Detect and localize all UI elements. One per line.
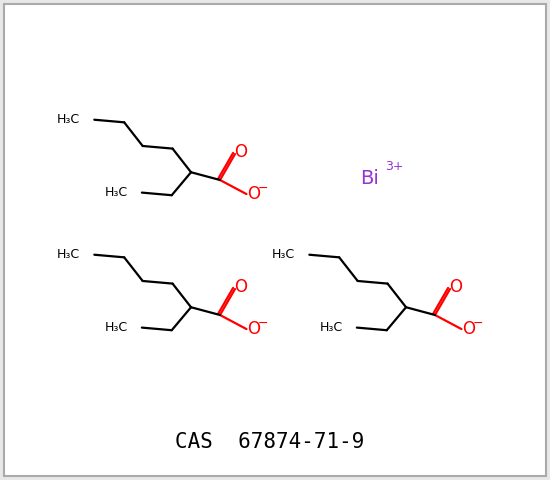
Text: O: O (449, 278, 463, 296)
Text: H₃C: H₃C (57, 248, 80, 261)
Text: −: − (472, 317, 483, 330)
Text: H₃C: H₃C (104, 321, 128, 334)
Text: Bi: Bi (360, 168, 379, 188)
Text: H₃C: H₃C (272, 248, 295, 261)
Text: H₃C: H₃C (57, 113, 80, 126)
Text: H₃C: H₃C (320, 321, 343, 334)
FancyBboxPatch shape (4, 4, 546, 476)
Text: O: O (247, 185, 260, 203)
Text: −: − (257, 181, 268, 194)
Text: 3+: 3+ (385, 160, 404, 173)
Text: −: − (257, 317, 268, 330)
Text: CAS  67874-71-9: CAS 67874-71-9 (175, 432, 365, 452)
Text: H₃C: H₃C (104, 186, 128, 199)
Text: O: O (462, 320, 475, 338)
Text: O: O (247, 320, 260, 338)
Text: O: O (234, 278, 248, 296)
Text: O: O (234, 143, 248, 161)
